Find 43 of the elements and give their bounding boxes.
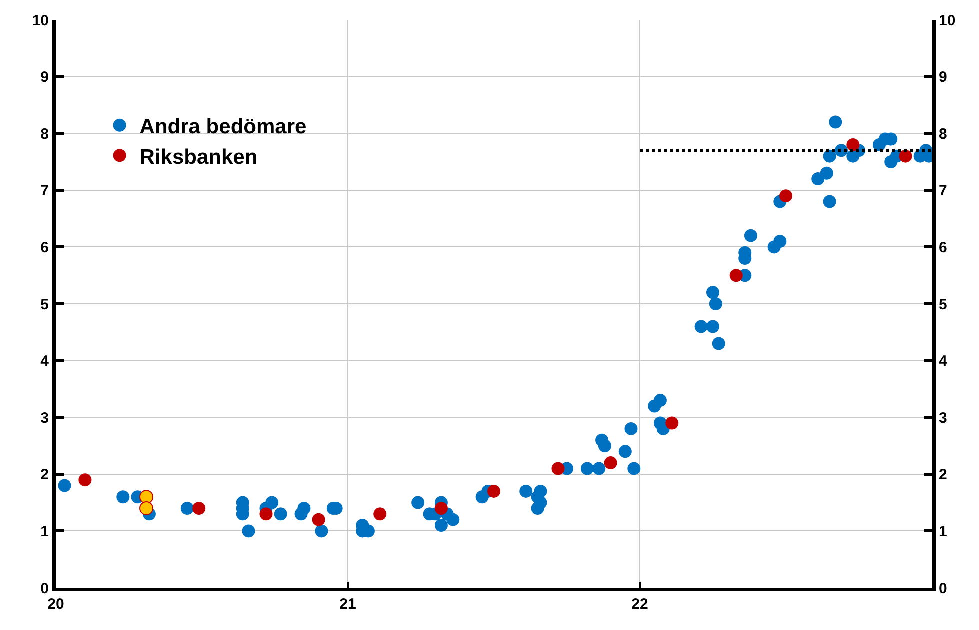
y-tick-label: 7 bbox=[40, 182, 49, 200]
y-tick-label: 9 bbox=[40, 69, 49, 86]
y2-tick-label: 4 bbox=[939, 353, 948, 370]
x-tick-label: 21 bbox=[340, 596, 356, 613]
y2-tick-label: 9 bbox=[939, 69, 948, 86]
y2-tick-label: 0 bbox=[939, 580, 948, 598]
point bbox=[260, 508, 273, 521]
point bbox=[780, 190, 792, 203]
y2-tick-label: 1 bbox=[939, 523, 948, 540]
y-tick-label: 1 bbox=[40, 523, 49, 540]
y-tick-label: 4 bbox=[40, 353, 50, 370]
y-tick-label: 10 bbox=[32, 12, 49, 30]
point bbox=[192, 502, 206, 515]
legend-label: Andra bedömare bbox=[140, 116, 307, 139]
point bbox=[488, 484, 500, 498]
y2-tick-label: 3 bbox=[939, 410, 948, 427]
point bbox=[312, 513, 326, 526]
point bbox=[140, 501, 154, 516]
y-tick-label: 6 bbox=[40, 239, 49, 256]
legend-label: Riksbanken bbox=[140, 146, 258, 169]
y-tick-label: 2 bbox=[40, 466, 49, 484]
point bbox=[78, 474, 92, 487]
y2-tick-label: 5 bbox=[939, 296, 948, 314]
point bbox=[552, 462, 565, 476]
y-tick-label: 8 bbox=[40, 126, 49, 143]
y2-tick-label: 7 bbox=[939, 182, 948, 200]
point bbox=[434, 502, 448, 515]
y2-tick-label: 10 bbox=[939, 12, 956, 30]
point bbox=[374, 508, 387, 521]
y2-tick-label: 2 bbox=[939, 466, 948, 484]
x-tick-label: 20 bbox=[48, 596, 64, 613]
y-tick-label: 3 bbox=[40, 410, 49, 427]
point bbox=[730, 269, 743, 282]
point bbox=[899, 150, 912, 163]
y-tick-label: 0 bbox=[40, 580, 49, 598]
point bbox=[666, 416, 679, 430]
point bbox=[846, 138, 860, 152]
y2-tick-label: 8 bbox=[939, 126, 948, 143]
x-tick-label: 22 bbox=[632, 596, 648, 613]
y2-tick-label: 6 bbox=[939, 239, 948, 256]
y-tick-label: 5 bbox=[40, 296, 49, 314]
point bbox=[604, 456, 618, 470]
point bbox=[140, 490, 154, 504]
